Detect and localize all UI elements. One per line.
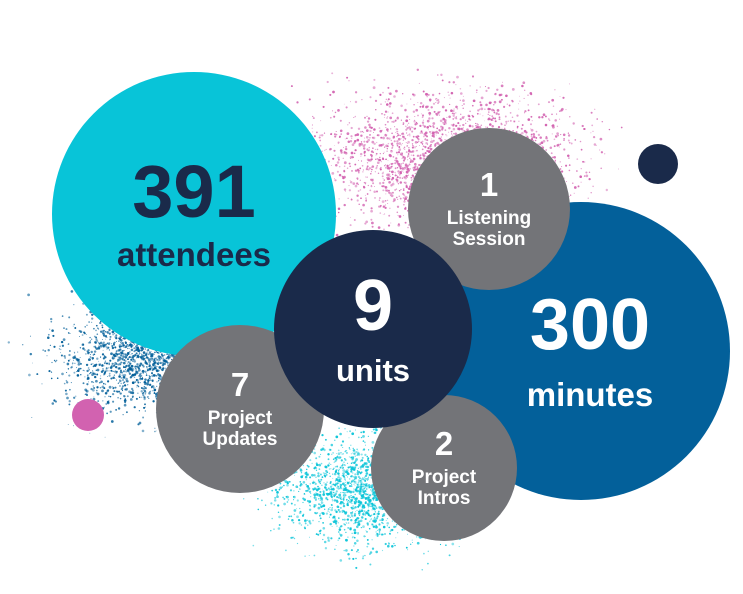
units-bubble: 9 units — [274, 230, 472, 428]
units-value: 9 — [352, 265, 394, 346]
attendees-label: attendees — [116, 235, 272, 273]
listening-session-label-line1: Listening — [446, 207, 532, 229]
decorative-dot-pink — [72, 399, 104, 431]
attendees-value: 391 — [132, 149, 256, 233]
decorative-dot-navy — [638, 144, 678, 184]
project-updates-label-line1: Project — [207, 407, 273, 429]
listening-session-value: 1 — [479, 165, 499, 203]
project-updates-value: 7 — [230, 365, 250, 403]
project-intros-value: 2 — [434, 424, 454, 462]
project-intros-label-line1: Project — [411, 466, 477, 488]
listening-session-label-line2: Session — [452, 228, 526, 250]
minutes-value: 300 — [529, 284, 651, 365]
project-intros-label-line2: Intros — [417, 487, 471, 509]
project-updates-label-line2: Updates — [202, 428, 278, 450]
project-intros-bubble: 2 Project Intros — [371, 395, 517, 541]
units-label: units — [335, 352, 411, 388]
minutes-label: minutes — [526, 375, 654, 413]
